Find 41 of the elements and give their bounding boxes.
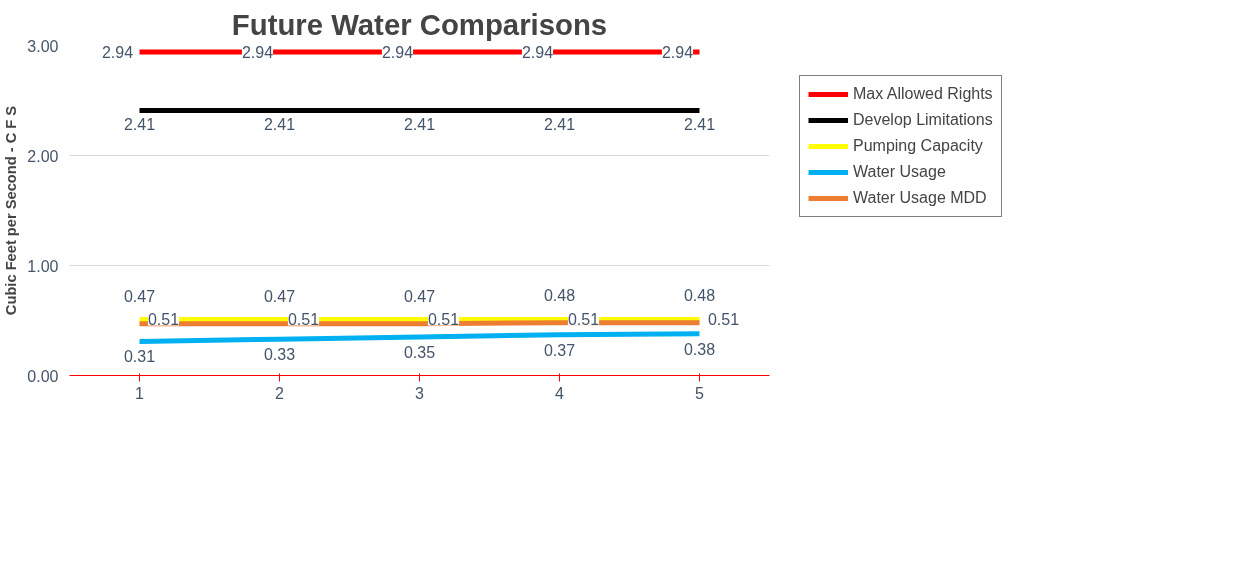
data-label: 0.48	[543, 286, 576, 304]
data-label: 2.94	[381, 44, 414, 62]
x-tick-label: 3	[415, 384, 425, 402]
data-label: 2.41	[263, 116, 296, 134]
chart-title: Future Water Comparisons	[231, 7, 608, 41]
data-label: 2.94	[521, 44, 554, 62]
x-tick-label: 5	[695, 384, 705, 402]
x-tick-label: 1	[135, 384, 145, 402]
data-label: 0.51	[287, 311, 320, 329]
data-label: 0.35	[403, 344, 436, 361]
data-label: 2.94	[241, 44, 274, 62]
data-label: 0.51	[147, 311, 180, 329]
y-tick-label: 3.00	[27, 37, 59, 55]
data-label: 2.41	[403, 116, 436, 134]
data-label: 0.48	[683, 286, 716, 304]
y-tick-label: 0.00	[27, 367, 59, 385]
legend-label: Develop Limitations	[853, 111, 993, 129]
data-label: 0.38	[683, 340, 716, 358]
y-tick-label: 2.00	[27, 147, 59, 165]
y-axis-title: Cubic Feet per Second - C F S	[3, 105, 20, 316]
data-label: 2.41	[123, 116, 156, 134]
legend-label: Pumping Capacity	[853, 137, 983, 155]
data-label: 0.47	[263, 287, 296, 305]
data-label: 2.41	[683, 116, 716, 134]
data-label: 2.94	[101, 44, 134, 62]
data-label: 0.31	[123, 348, 156, 366]
data-label: 0.51	[707, 311, 740, 329]
data-label: 2.41	[543, 116, 576, 134]
data-label: 0.47	[123, 287, 156, 305]
x-tick-label: 4	[555, 384, 565, 402]
data-label: 2.94	[661, 44, 694, 62]
legend-label: Water Usage	[853, 163, 946, 181]
legend-label: Max Allowed Rights	[853, 85, 993, 103]
x-tick-label: 2	[275, 384, 285, 402]
data-label: 0.47	[403, 287, 436, 305]
data-label: 0.51	[567, 311, 600, 329]
legend-label: Water Usage MDD	[853, 189, 987, 207]
data-label: 0.51	[427, 311, 460, 329]
y-tick-label: 1.00	[27, 257, 59, 275]
data-label: 0.33	[263, 346, 296, 364]
data-label: 0.37	[543, 341, 576, 359]
